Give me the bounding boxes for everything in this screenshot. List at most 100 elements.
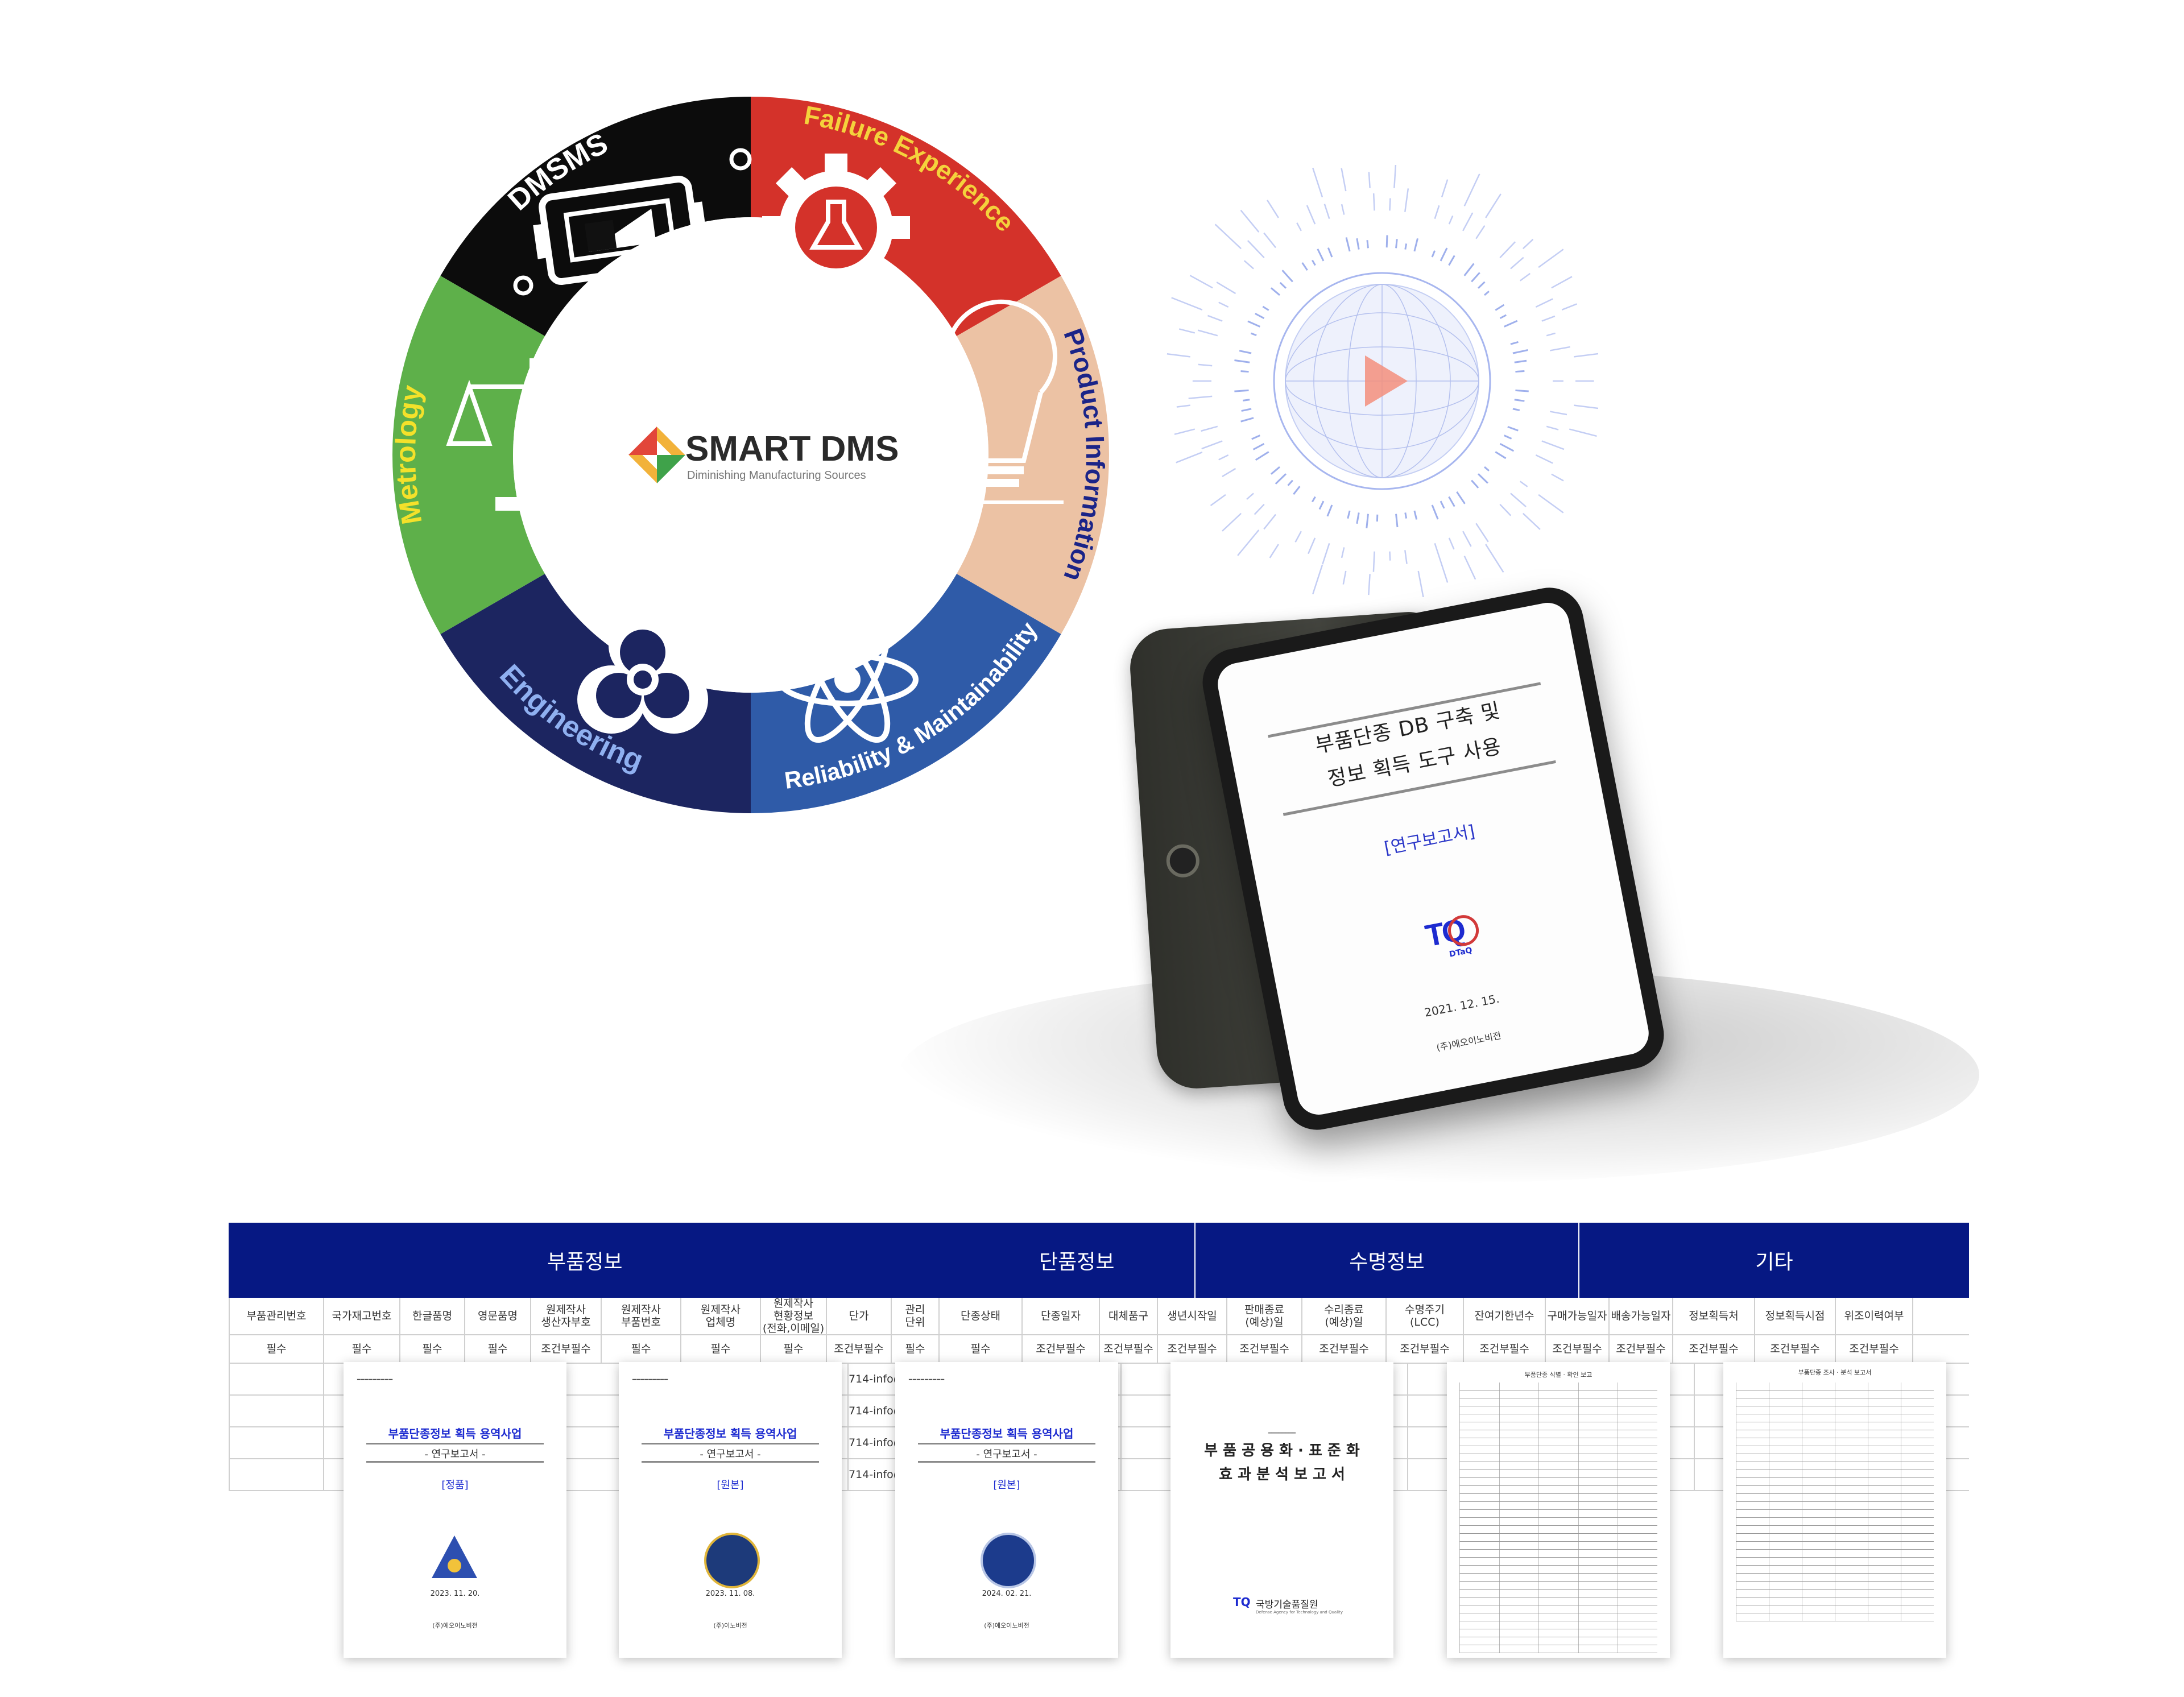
requirement-cell: 조건부필수 bbox=[1546, 1335, 1610, 1363]
table-cell bbox=[1044, 1396, 1122, 1426]
table-cell bbox=[1631, 1396, 1695, 1426]
center-title: SMART DMS bbox=[685, 429, 899, 469]
segment-product bbox=[956, 276, 1109, 634]
requirement-cell: 조건부필수 bbox=[1227, 1335, 1302, 1363]
column-header: 생년시작일 bbox=[1158, 1298, 1227, 1334]
requirement-cell: 조건부필수 bbox=[1610, 1335, 1673, 1363]
table-cell bbox=[230, 1364, 324, 1394]
dtaq-logo: TQ DTaQ bbox=[1422, 908, 1492, 965]
table-cell bbox=[1324, 1364, 1408, 1394]
table-cell bbox=[783, 1364, 849, 1394]
report-thumbnail-2[interactable]: ━━━━━━━━━ 부품단종정보 획득 용역사업 - 연구보고서 - [원본] … bbox=[619, 1362, 842, 1658]
requirement-cell: 필수 bbox=[892, 1335, 940, 1363]
requirement-cell: 조건부필수 bbox=[1302, 1335, 1387, 1363]
column-header: 한글품명 bbox=[400, 1298, 465, 1334]
navy-emblem-icon bbox=[704, 1533, 760, 1588]
column-header: 구매가능일자 bbox=[1546, 1298, 1610, 1334]
report-org: (주)에오이노비전 bbox=[1435, 1030, 1503, 1053]
report-thumbnail-3[interactable]: ━━━━━━━━━ 부품단종정보 획득 용역사업 - 연구보고서 - [원본] … bbox=[895, 1362, 1118, 1658]
table-cell bbox=[783, 1459, 849, 1490]
requirement-cell: 조건부필수 bbox=[1100, 1335, 1158, 1363]
column-header: 단가 bbox=[827, 1298, 892, 1334]
center-subtitle: Diminishing Manufacturing Sources bbox=[687, 469, 866, 482]
biohazard-icon bbox=[577, 611, 708, 734]
chip-icon bbox=[533, 175, 707, 285]
table-cell bbox=[783, 1427, 849, 1458]
smart-dms-wheel: SMART DMS Diminishing Manufacturing Sour… bbox=[390, 97, 1110, 813]
report-thumbnail-1[interactable]: ━━━━━━━━━ 부품단종정보 획득 용역사업 - 연구보고서 - [정품] … bbox=[344, 1362, 566, 1658]
table-cell bbox=[230, 1427, 324, 1458]
column-header: 수리종료 (예상)일 bbox=[1302, 1298, 1387, 1334]
table-requirement-row: 필수 필수 필수 필수 조건부필수 필수 필수 필수 조건부필수 필수 필수 조건부필수 조건부필수 조건… bbox=[229, 1335, 1969, 1364]
globe-play-graphic bbox=[1167, 165, 1598, 597]
army-emblem-icon bbox=[429, 1533, 480, 1584]
requirement-cell: 조건부필수 bbox=[1387, 1335, 1464, 1363]
requirement-cell: 조건부필수 bbox=[1836, 1335, 1913, 1363]
report-subtitle: [연구보고서] bbox=[1383, 821, 1477, 859]
table-column-header-row: 부품관리번호 국가재고번호 한글품명 영문품명 원제작사 생산자부호 원제작사 부품번호 원… bbox=[229, 1298, 1969, 1335]
dtaq-org-logo: TQ bbox=[1233, 1595, 1251, 1609]
column-header: 수명주기 (LCC) bbox=[1387, 1298, 1464, 1334]
requirement-cell: 필수 bbox=[465, 1335, 531, 1363]
table-group-header: 부품정보 단품정보 수명정보 기타 bbox=[229, 1223, 1969, 1298]
column-header: 정보획득처 bbox=[1673, 1298, 1755, 1334]
column-header: 위조이력여부 bbox=[1836, 1298, 1913, 1334]
table-cell bbox=[1044, 1459, 1122, 1490]
play-icon[interactable] bbox=[1365, 355, 1408, 407]
table-cell bbox=[1044, 1364, 1122, 1394]
requirement-cell: 필수 bbox=[681, 1335, 761, 1363]
segment-metrology bbox=[392, 276, 545, 634]
table-cell bbox=[1631, 1427, 1695, 1458]
column-header: 원제작사 업체명 bbox=[681, 1298, 761, 1334]
requirement-cell: 필수 bbox=[761, 1335, 827, 1363]
column-header: 잔여기한년수 bbox=[1464, 1298, 1546, 1334]
table-cell bbox=[230, 1396, 324, 1426]
column-header: 부품관리번호 bbox=[230, 1298, 324, 1334]
requirement-cell: 조건부필수 bbox=[1158, 1335, 1227, 1363]
scale-icon bbox=[446, 358, 618, 511]
segment-dmsms bbox=[440, 97, 751, 336]
lightbulb-brain-icon bbox=[938, 299, 1064, 504]
gear-flask-icon bbox=[762, 154, 910, 301]
table-cell bbox=[1044, 1427, 1122, 1458]
table-cell bbox=[1631, 1459, 1695, 1490]
group-header-etc: 기타 bbox=[1755, 1251, 1793, 1274]
column-header: 원제작사 부품번호 bbox=[602, 1298, 681, 1334]
table-cell bbox=[1324, 1459, 1408, 1490]
requirement-cell: 필수 bbox=[324, 1335, 400, 1363]
airforce-emblem-icon bbox=[981, 1533, 1036, 1588]
requirement-cell: 필수 bbox=[230, 1335, 324, 1363]
table-cell bbox=[1324, 1427, 1408, 1458]
requirement-cell: 조건부필수 bbox=[827, 1335, 892, 1363]
report-thumbnail-6[interactable]: 부품단종 조사 · 분석 보고서 bbox=[1723, 1362, 1946, 1658]
requirement-cell: 조건부필수 bbox=[1673, 1335, 1755, 1363]
column-header: 단종상태 bbox=[940, 1298, 1023, 1334]
column-header: 관리 단위 bbox=[892, 1298, 940, 1334]
column-header: 정보획득시점 bbox=[1755, 1298, 1836, 1334]
table-cell bbox=[1324, 1396, 1408, 1426]
column-header: 판매종료 (예상)일 bbox=[1227, 1298, 1302, 1334]
table-cell bbox=[230, 1459, 324, 1490]
requirement-cell: 필수 bbox=[940, 1335, 1023, 1363]
requirement-cell: 조건부필수 bbox=[1755, 1335, 1836, 1363]
report-thumbnail-5[interactable]: 부품단종 식별 · 확인 보고 bbox=[1447, 1362, 1670, 1658]
report-thumbnail-4[interactable]: ━━━━━━━━ 부 품 공 용 화 · 표 준 화 효 과 분 석 보 고 서… bbox=[1170, 1362, 1393, 1658]
column-header: 영문품명 bbox=[465, 1298, 531, 1334]
requirement-cell: 조건부필수 bbox=[1023, 1335, 1100, 1363]
requirement-cell: 필수 bbox=[400, 1335, 465, 1363]
column-header: 원제작사 생산자부호 bbox=[531, 1298, 602, 1334]
column-header: 배송가능일자 bbox=[1610, 1298, 1673, 1334]
report-date: 2021. 12. 15. bbox=[1423, 991, 1501, 1020]
group-header-life: 수명정보 bbox=[1196, 1223, 1579, 1298]
table-cell bbox=[1631, 1364, 1695, 1394]
table-cell bbox=[783, 1396, 849, 1426]
tablet-screen: 부품단종 DB 구축 및 정보 획득 도구 사용 [연구보고서] TQ DTaQ… bbox=[1214, 599, 1653, 1119]
column-header: 대체품구 bbox=[1100, 1298, 1158, 1334]
column-header: 국가재고번호 bbox=[324, 1298, 400, 1334]
column-header: 단종일자 bbox=[1023, 1298, 1100, 1334]
requirement-cell: 조건부필수 bbox=[531, 1335, 602, 1363]
requirement-cell: 필수 bbox=[602, 1335, 681, 1363]
column-header: 원제작사 현황정보 (전화,이메일) bbox=[761, 1298, 827, 1334]
group-header-parts: 부품정보 단품정보 bbox=[229, 1223, 1196, 1298]
requirement-cell: 조건부필수 bbox=[1464, 1335, 1546, 1363]
